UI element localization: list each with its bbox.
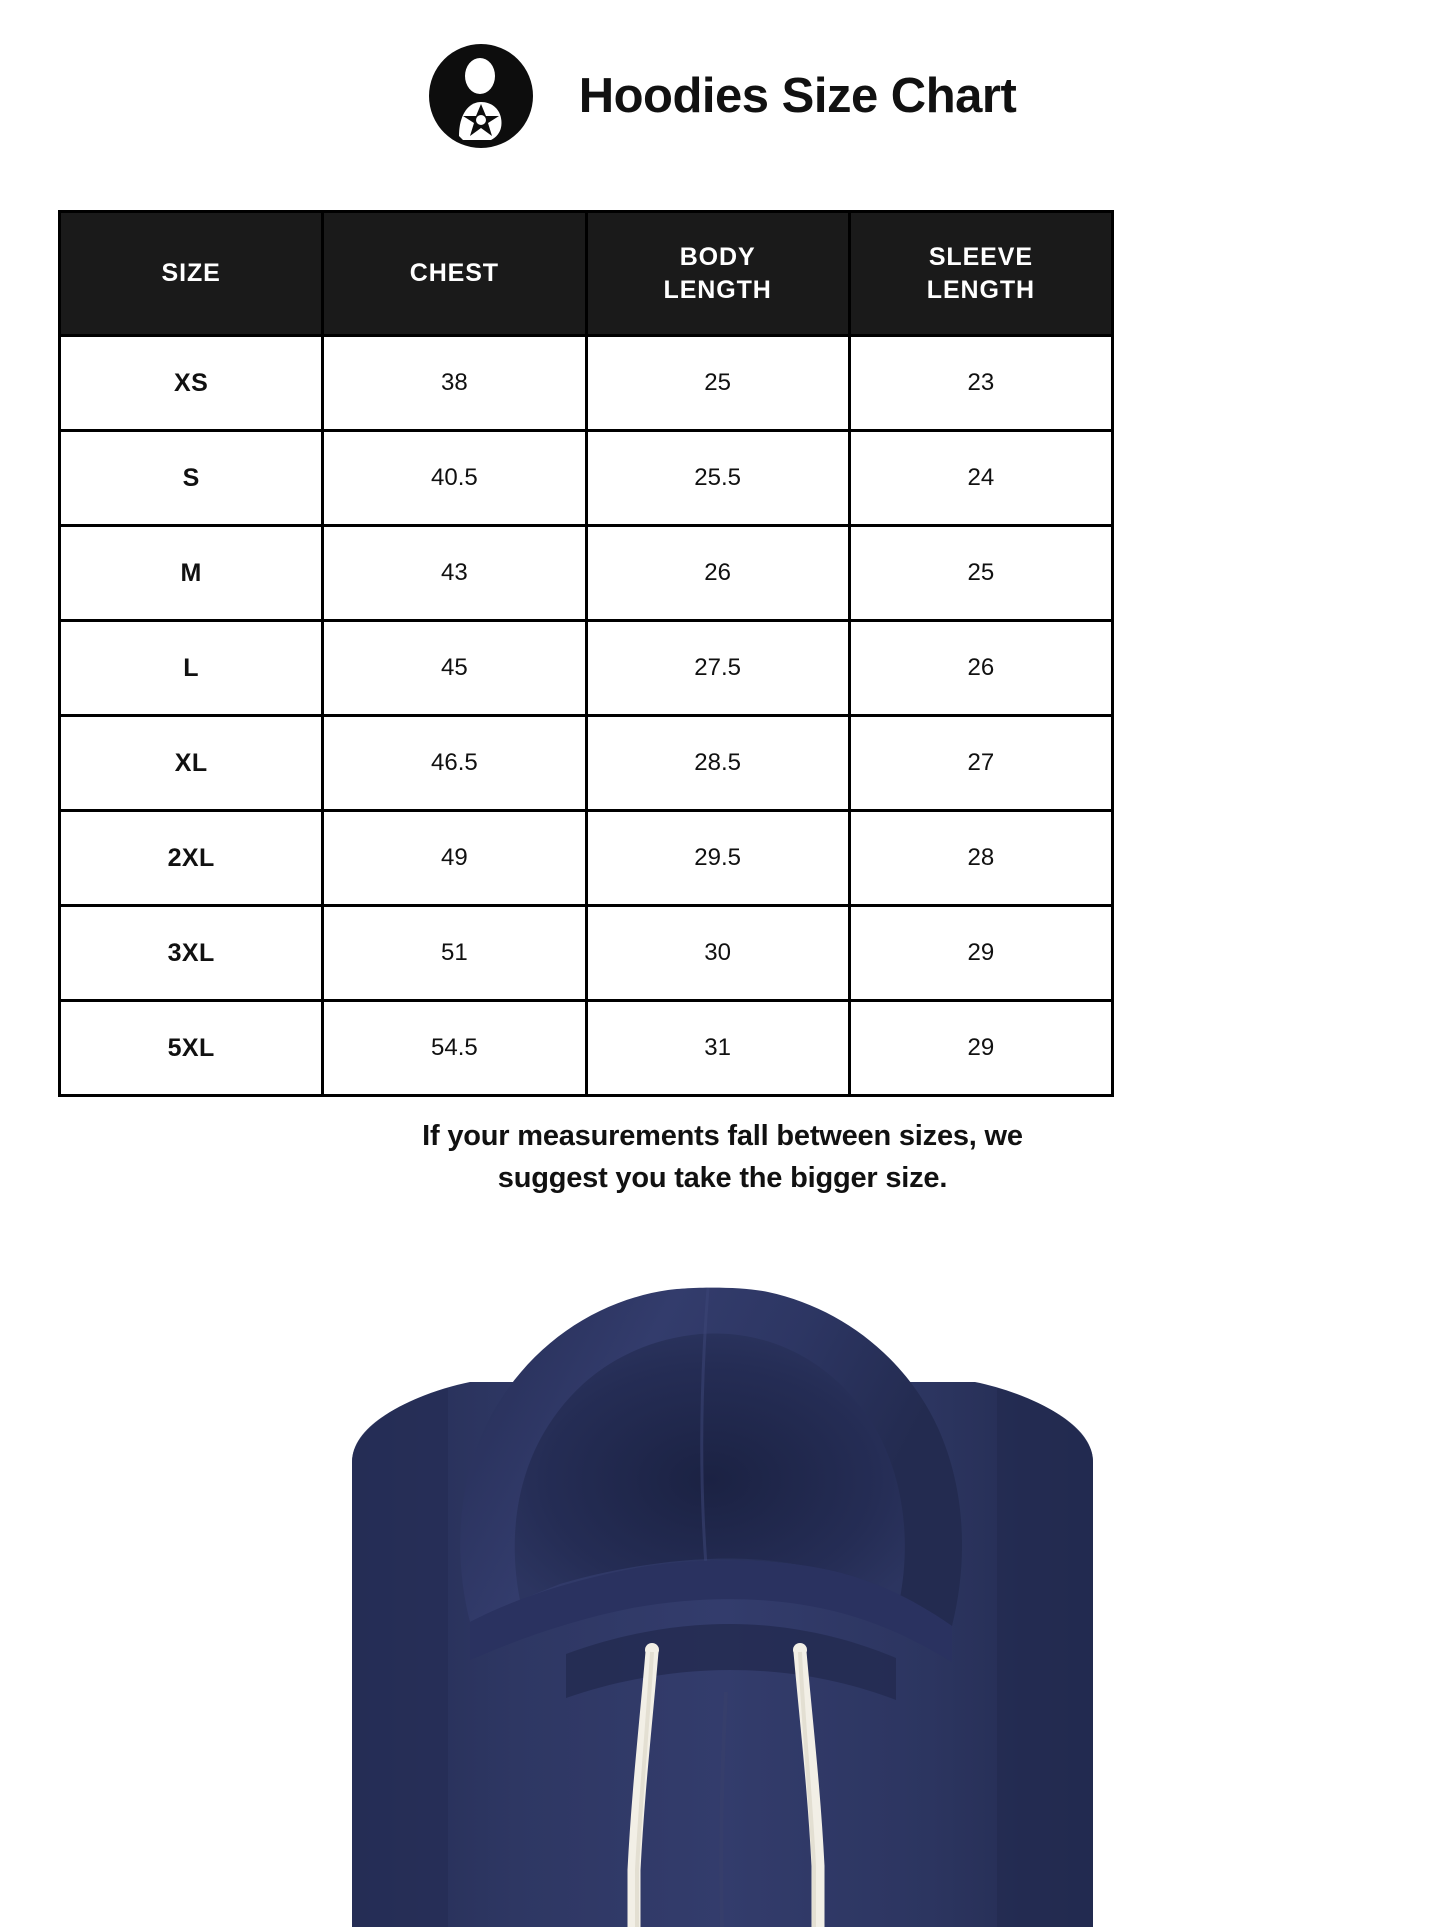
table-header-row: SIZE CHEST BODY LENGTH SLEEVE LENGTH <box>57 210 1115 337</box>
cell-size: M <box>57 524 325 622</box>
cell-chest: 49 <box>321 809 588 907</box>
table-row: S 40.5 25.5 24 <box>57 429 1115 527</box>
table-header: SIZE CHEST BODY LENGTH SLEEVE LENGTH <box>57 210 1115 337</box>
size-chart-table-container: SIZE CHEST BODY LENGTH SLEEVE LENGTH <box>57 210 1115 1097</box>
cell-body-length: 30 <box>584 904 851 1002</box>
cell-size: 5XL <box>57 999 325 1097</box>
cell-chest: 40.5 <box>321 429 588 527</box>
cell-sleeve-length: 27 <box>847 714 1115 812</box>
cell-chest: 46.5 <box>321 714 588 812</box>
column-header-body-length: BODY LENGTH <box>584 210 851 337</box>
table-body: XS 38 25 23 S 40.5 25.5 24 M 43 26 25 <box>57 334 1115 1097</box>
cell-body-length: 26 <box>584 524 851 622</box>
cell-chest: 51 <box>321 904 588 1002</box>
table-row: XS 38 25 23 <box>57 334 1115 432</box>
mother-and-child-circle-logo-icon <box>428 44 533 148</box>
cell-body-length: 27.5 <box>584 619 851 717</box>
table-row: XL 46.5 28.5 27 <box>57 714 1115 812</box>
cell-sleeve-length: 29 <box>847 904 1115 1002</box>
cell-size: 3XL <box>57 904 325 1002</box>
table-row: 3XL 51 30 29 <box>57 904 1115 1002</box>
cell-size: XS <box>57 334 325 432</box>
size-chart-table: SIZE CHEST BODY LENGTH SLEEVE LENGTH <box>57 210 1115 1097</box>
sizing-note-line1: If your measurements fall between sizes,… <box>422 1120 1023 1152</box>
page-header: Hoodies Size Chart <box>0 0 1445 148</box>
cell-sleeve-length: 29 <box>847 999 1115 1097</box>
table-row: L 45 27.5 26 <box>57 619 1115 717</box>
cell-sleeve-length: 25 <box>847 524 1115 622</box>
table-row: 5XL 54.5 31 29 <box>57 999 1115 1097</box>
column-header-chest-line1: CHEST <box>409 259 499 287</box>
column-header-chest: CHEST <box>321 210 588 337</box>
navy-hoodie-photo <box>0 1222 1445 1927</box>
table-row: 2XL 49 29.5 28 <box>57 809 1115 907</box>
cell-chest: 45 <box>321 619 588 717</box>
cell-size: XL <box>57 714 325 812</box>
cell-sleeve-length: 26 <box>847 619 1115 717</box>
cell-size: S <box>57 429 325 527</box>
cell-size: 2XL <box>57 809 325 907</box>
cell-sleeve-length: 28 <box>847 809 1115 907</box>
column-header-size-line1: SIZE <box>161 259 221 287</box>
cell-body-length: 29.5 <box>584 809 851 907</box>
column-header-size: SIZE <box>57 210 325 337</box>
cell-chest: 54.5 <box>321 999 588 1097</box>
sizing-note: If your measurements fall between sizes,… <box>0 1115 1445 1199</box>
cell-body-length: 25.5 <box>584 429 851 527</box>
cell-sleeve-length: 23 <box>847 334 1115 432</box>
column-header-sleeve-length-line1: SLEEVE <box>928 242 1033 271</box>
cell-chest: 38 <box>321 334 588 432</box>
cell-body-length: 31 <box>584 999 851 1097</box>
cell-size: L <box>57 619 325 717</box>
sizing-note-line2: suggest you take the bigger size. <box>497 1162 948 1195</box>
cell-chest: 43 <box>321 524 588 622</box>
page-title: Hoodies Size Chart <box>578 69 1017 123</box>
column-header-sleeve-length: SLEEVE LENGTH <box>847 210 1115 337</box>
cell-body-length: 28.5 <box>584 714 851 812</box>
column-header-sleeve-length-line2: LENGTH <box>926 275 1035 304</box>
column-header-body-length-line2: LENGTH <box>663 275 772 304</box>
cell-body-length: 25 <box>584 334 851 432</box>
table-row: M 43 26 25 <box>57 524 1115 622</box>
column-header-body-length-line1: BODY <box>679 242 756 271</box>
cell-sleeve-length: 24 <box>847 429 1115 527</box>
